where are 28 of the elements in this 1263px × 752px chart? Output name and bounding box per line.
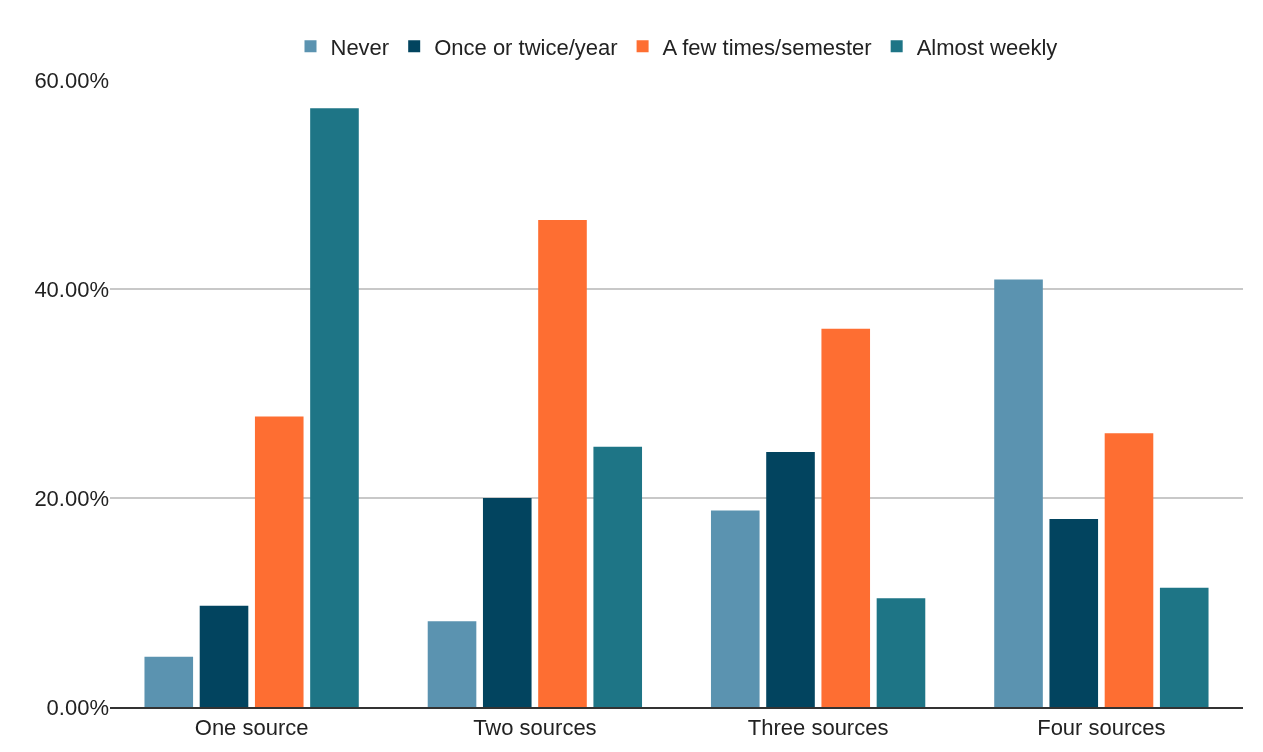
bar bbox=[710, 510, 760, 707]
x-tick-label: Four sources bbox=[1037, 715, 1166, 741]
bar bbox=[994, 279, 1043, 707]
x-tick-label: One source bbox=[194, 715, 309, 741]
x-tick-label: Two sources bbox=[473, 715, 597, 741]
bar bbox=[254, 416, 304, 707]
bar bbox=[821, 328, 871, 707]
y-tick-label: 60.00% bbox=[34, 67, 109, 93]
bar bbox=[766, 452, 815, 707]
bar bbox=[310, 108, 359, 707]
legend-label: Never bbox=[330, 34, 390, 60]
bar bbox=[1104, 433, 1154, 707]
bar bbox=[199, 605, 249, 707]
legend-label: Almost weekly bbox=[916, 34, 1058, 60]
bar bbox=[427, 621, 477, 707]
bar bbox=[144, 656, 194, 707]
bar bbox=[1159, 587, 1209, 707]
bar bbox=[482, 498, 532, 707]
x-tick-label: Three sources bbox=[747, 715, 889, 741]
bar bbox=[1049, 518, 1099, 707]
y-tick-label: 20.00% bbox=[34, 485, 109, 511]
bar bbox=[538, 220, 587, 707]
y-tick-label: 0.00% bbox=[46, 694, 109, 720]
legend-label: Once or twice/year bbox=[434, 34, 618, 60]
bar bbox=[876, 598, 926, 707]
y-tick-label: 40.00% bbox=[34, 276, 109, 302]
bar bbox=[593, 446, 643, 707]
legend-label: A few times/semester bbox=[662, 34, 872, 60]
